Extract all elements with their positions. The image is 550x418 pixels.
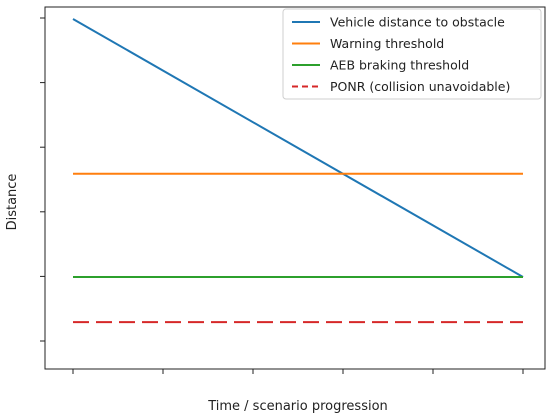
x-axis-label: Time / scenario progression <box>207 399 388 414</box>
y-axis-ticks <box>40 17 45 342</box>
legend-box <box>282 8 542 100</box>
series-line-1 <box>72 18 524 278</box>
y-axis-label: Distance <box>5 174 20 231</box>
legend-label-2: Warning threshold <box>330 36 444 51</box>
series-layer <box>72 18 524 324</box>
legend: Vehicle distance to obstacle Warning thre… <box>282 8 542 100</box>
legend-label-3: AEB braking threshold <box>330 58 469 73</box>
legend-label-1: Vehicle distance to obstacle <box>330 15 505 30</box>
legend-label-4: PONR (collision unavoidable) <box>330 79 510 94</box>
x-axis-ticks <box>72 369 524 374</box>
